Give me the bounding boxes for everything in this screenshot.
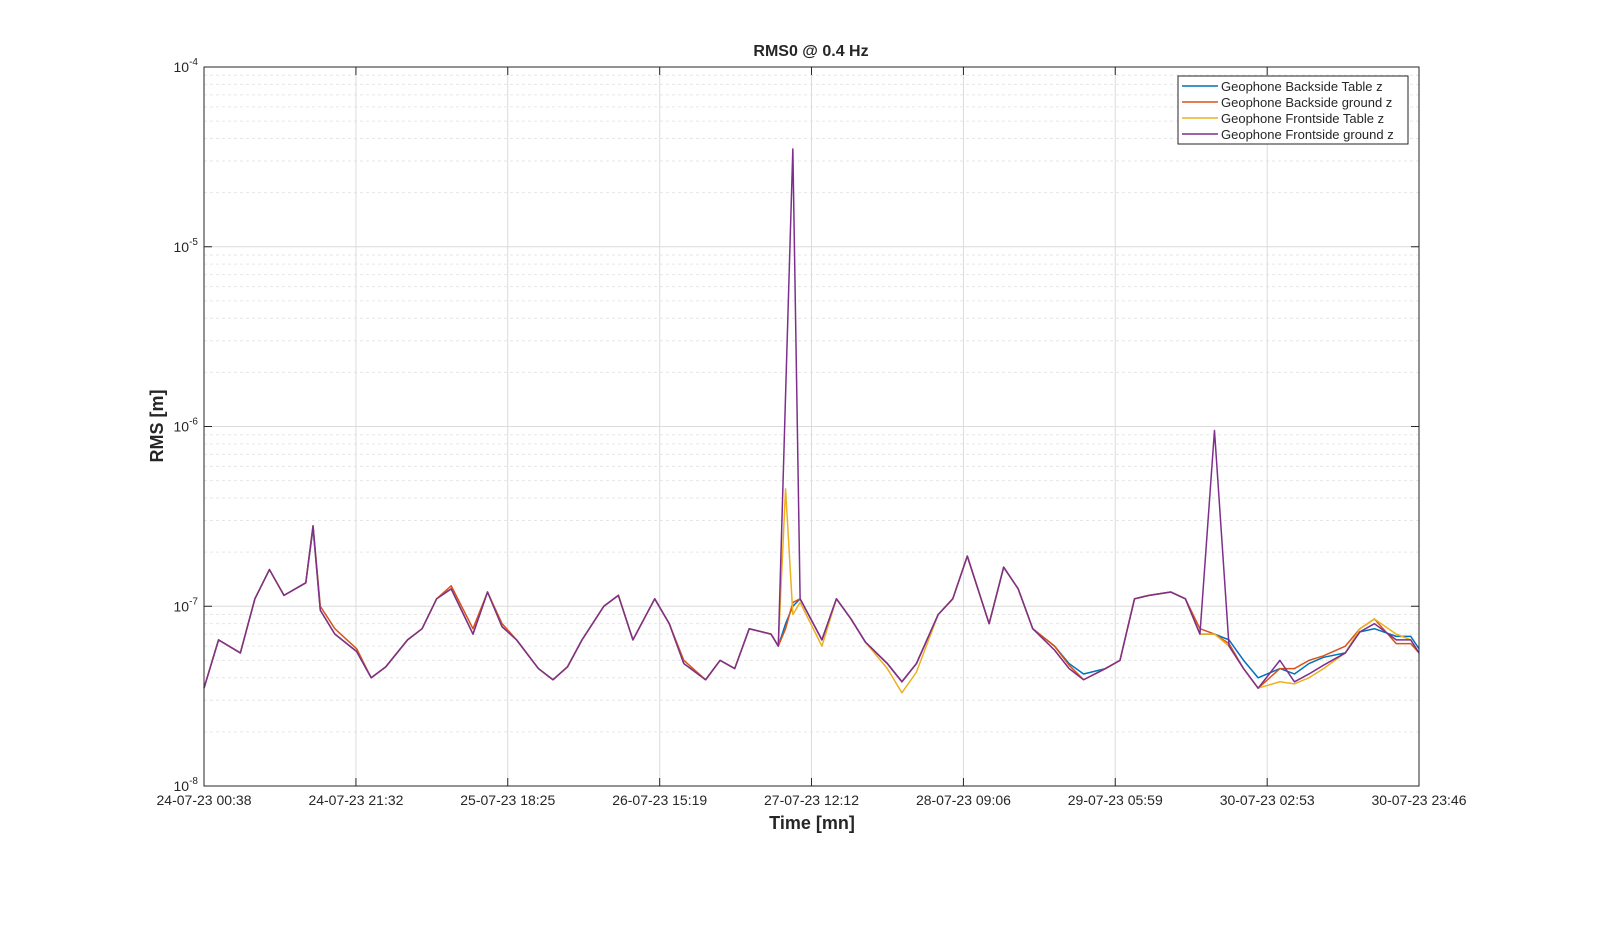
y-tick-base: 10: [174, 59, 190, 75]
y-tick-label: 10-4: [174, 57, 199, 75]
y-tick-exponent: -6: [189, 417, 198, 428]
x-tick-label: 27-07-23 12:12: [764, 792, 859, 808]
x-axis-label: Time [mn]: [769, 813, 855, 833]
x-tick-label: 28-07-23 09:06: [916, 792, 1011, 808]
y-tick-exponent: -5: [189, 237, 198, 248]
x-tick-label: 25-07-23 18:25: [460, 792, 555, 808]
data-line: [203, 148, 1420, 689]
legend-box: [1177, 75, 1409, 145]
y-tick-base: 10: [174, 419, 190, 435]
legend-label: Geophone Backside ground z: [1221, 95, 1392, 110]
legend-label: Geophone Backside Table z: [1221, 79, 1383, 94]
legend-label: Geophone Frontside ground z: [1221, 127, 1394, 142]
y-tick-exponent: -8: [189, 776, 198, 787]
y-tick-label: 10-7: [174, 596, 199, 614]
x-tick-label: 30-07-23 23:46: [1372, 792, 1467, 808]
y-tick-label: 10-5: [174, 237, 199, 255]
legend-label: Geophone Frontside Table z: [1221, 111, 1384, 126]
y-tick-exponent: -4: [189, 57, 198, 68]
chart-title: RMS0 @ 0.4 Hz: [753, 43, 868, 60]
y-tick-exponent: -7: [189, 596, 198, 607]
y-tick-label: 10-6: [174, 417, 199, 435]
axes-box: [203, 66, 1420, 787]
y-tick-base: 10: [174, 598, 190, 614]
y-tick-label: 10-8: [174, 776, 199, 794]
x-tick-label: 29-07-23 05:59: [1068, 792, 1163, 808]
y-tick-base: 10: [174, 778, 190, 794]
y-tick-base: 10: [174, 239, 190, 255]
x-tick-label: 30-07-23 02:53: [1220, 792, 1315, 808]
y-axis-label: RMS [m]: [147, 390, 167, 463]
x-tick-label: 24-07-23 00:38: [157, 792, 252, 808]
x-tick-label: 24-07-23 21:32: [308, 792, 403, 808]
x-tick-label: 26-07-23 15:19: [612, 792, 707, 808]
